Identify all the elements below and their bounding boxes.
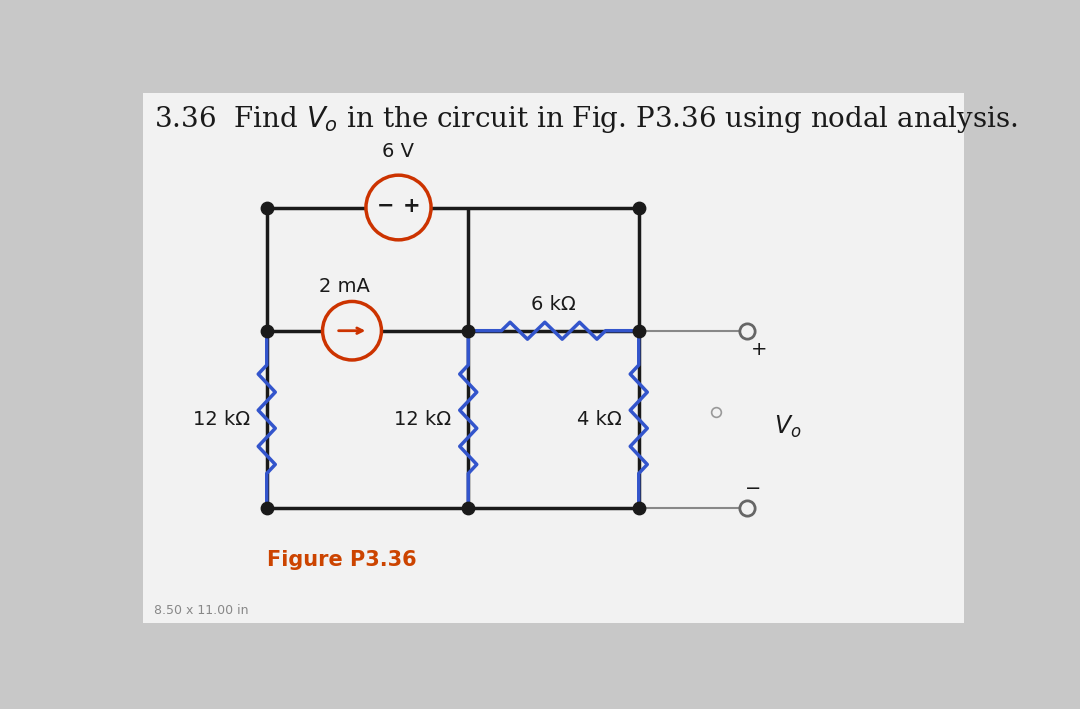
Point xyxy=(630,202,647,213)
Text: 3.36  Find $V_o$ in the circuit in Fig. P3.36 using nodal analysis.: 3.36 Find $V_o$ in the circuit in Fig. P… xyxy=(154,104,1018,135)
Point xyxy=(258,202,275,213)
Text: 8.50 x 11.00 in: 8.50 x 11.00 in xyxy=(154,604,248,617)
Text: −: − xyxy=(745,479,761,498)
Text: +: + xyxy=(751,340,767,359)
Point xyxy=(258,502,275,513)
Point xyxy=(258,325,275,336)
Text: $V_o$: $V_o$ xyxy=(774,414,801,440)
Text: 2 mA: 2 mA xyxy=(319,277,369,296)
Point xyxy=(460,502,477,513)
Text: −: − xyxy=(377,196,394,216)
Circle shape xyxy=(323,301,381,360)
Point xyxy=(630,325,647,336)
Text: Figure P3.36: Figure P3.36 xyxy=(267,550,417,570)
Text: 12 kΩ: 12 kΩ xyxy=(394,410,451,429)
Text: 6 kΩ: 6 kΩ xyxy=(531,295,576,314)
Text: +: + xyxy=(403,196,420,216)
Point xyxy=(460,325,477,336)
Circle shape xyxy=(366,175,431,240)
Text: 12 kΩ: 12 kΩ xyxy=(192,410,249,429)
Point xyxy=(630,502,647,513)
Text: 6 V: 6 V xyxy=(382,143,415,162)
Text: 4 kΩ: 4 kΩ xyxy=(577,410,622,429)
